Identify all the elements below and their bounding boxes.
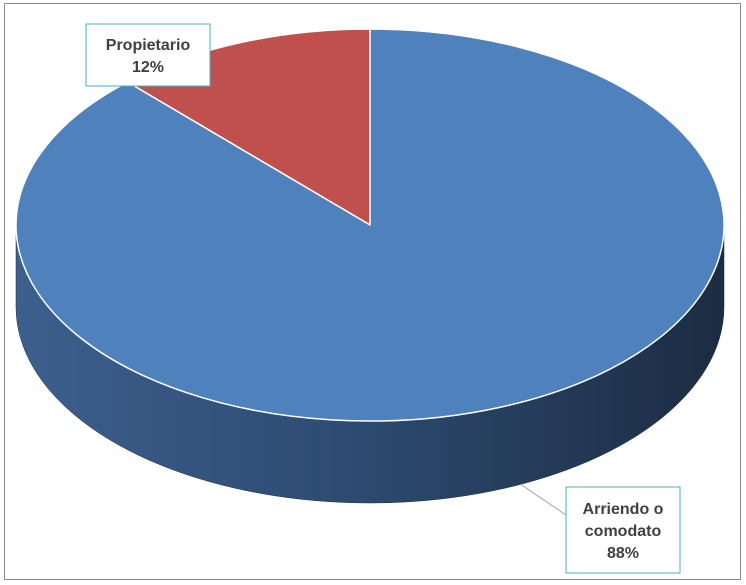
data-label-propietario: Propietario 12% [85, 23, 211, 87]
data-label-arriendo-o-comodato: Arriendo o comodato 88% [565, 486, 681, 574]
data-label-category: Arriendo o [583, 501, 664, 518]
data-label-category: comodato [585, 523, 662, 540]
data-label-box [85, 23, 211, 87]
data-label-category: Propietario [106, 37, 191, 54]
data-label-value: 88% [607, 545, 639, 562]
data-label-box [565, 486, 681, 574]
data-label-value: 12% [132, 59, 164, 76]
pie-slice-arriendo-o-comodato [15, 28, 725, 422]
leader-line-arriendo-o-comodato [520, 483, 567, 516]
